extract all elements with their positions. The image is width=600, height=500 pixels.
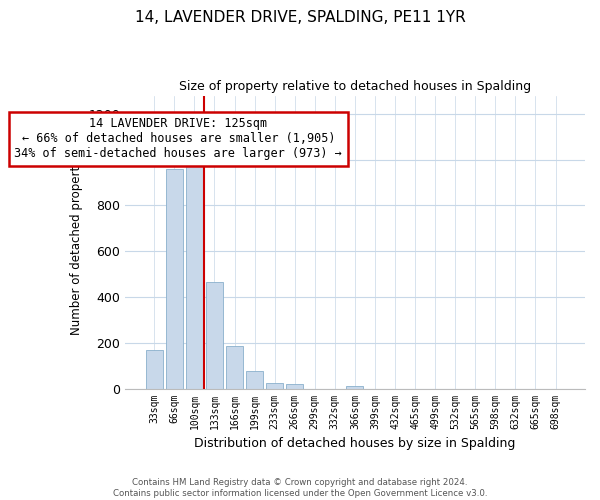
Bar — [246, 372, 263, 388]
Bar — [206, 282, 223, 389]
Y-axis label: Number of detached properties: Number of detached properties — [70, 149, 83, 335]
Bar — [286, 384, 303, 388]
X-axis label: Distribution of detached houses by size in Spalding: Distribution of detached houses by size … — [194, 437, 515, 450]
Bar — [146, 350, 163, 389]
Bar — [226, 346, 243, 389]
Bar — [166, 169, 183, 388]
Bar — [186, 160, 203, 388]
Text: 14, LAVENDER DRIVE, SPALDING, PE11 1YR: 14, LAVENDER DRIVE, SPALDING, PE11 1YR — [134, 10, 466, 25]
Title: Size of property relative to detached houses in Spalding: Size of property relative to detached ho… — [179, 80, 531, 93]
Bar — [346, 386, 364, 388]
Text: Contains HM Land Registry data © Crown copyright and database right 2024.
Contai: Contains HM Land Registry data © Crown c… — [113, 478, 487, 498]
Text: 14 LAVENDER DRIVE: 125sqm
← 66% of detached houses are smaller (1,905)
34% of se: 14 LAVENDER DRIVE: 125sqm ← 66% of detac… — [14, 118, 342, 160]
Bar — [266, 383, 283, 388]
